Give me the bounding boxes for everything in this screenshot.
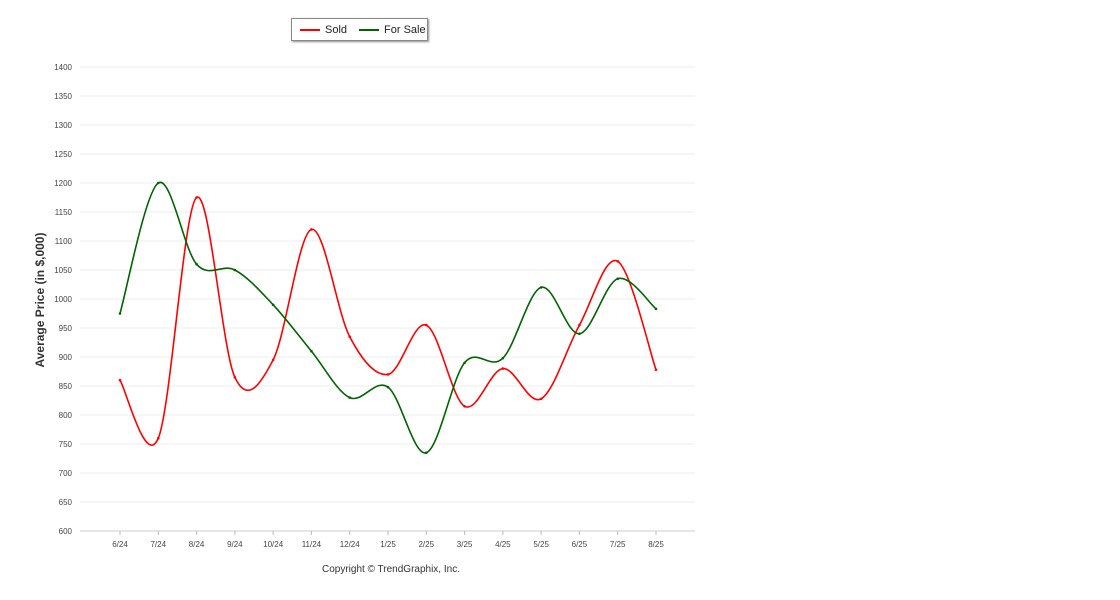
x-tick-label: 11/24 <box>302 540 322 549</box>
data-point-sold[interactable] <box>501 367 505 370</box>
x-tick-label: 7/25 <box>610 540 626 549</box>
y-tick-label: 800 <box>59 411 73 420</box>
y-tick-label: 1250 <box>54 150 72 159</box>
data-point-for-sale[interactable] <box>348 396 352 399</box>
x-tick-label: 8/25 <box>648 540 664 549</box>
data-point-sold[interactable] <box>233 376 237 379</box>
series-line-for-sale <box>119 181 657 454</box>
copyright-text: Copyright © TrendGraphix, Inc. <box>322 564 460 575</box>
x-tick-label: 3/25 <box>457 540 473 549</box>
x-tick-label: 6/25 <box>572 540 588 549</box>
data-point-sold[interactable] <box>424 323 428 327</box>
x-tick-label: 8/24 <box>189 540 205 549</box>
data-point-sold[interactable] <box>386 373 390 376</box>
data-point-sold[interactable] <box>616 260 620 263</box>
y-tick-label: 950 <box>59 324 73 333</box>
data-point-sold[interactable] <box>195 196 198 199</box>
y-tick-label: 750 <box>59 440 73 449</box>
data-point-sold[interactable] <box>156 436 160 440</box>
data-point-for-sale[interactable] <box>271 303 275 307</box>
data-point-for-sale[interactable] <box>578 332 581 336</box>
x-tick-label: 7/24 <box>150 540 166 549</box>
y-tick-label: 1350 <box>54 92 72 101</box>
y-tick-label: 1050 <box>54 266 72 275</box>
y-axis-ticks: 600 650 700 750 800 850 900 950 1000 1050 1100 1150… <box>54 63 72 536</box>
data-point-for-sale[interactable] <box>233 268 237 272</box>
y-tick-label: 650 <box>59 498 73 507</box>
x-tick-label: 5/25 <box>533 540 549 549</box>
data-point-for-sale[interactable] <box>156 181 160 185</box>
y-tick-label: 850 <box>59 382 73 391</box>
x-tick-label: 4/25 <box>495 540 511 549</box>
data-point-for-sale[interactable] <box>654 307 658 311</box>
x-tick-label: 1/25 <box>380 540 396 549</box>
data-point-sold[interactable] <box>654 368 658 372</box>
data-point-for-sale[interactable] <box>386 385 390 389</box>
y-tick-label: 1100 <box>55 237 73 246</box>
x-tick-label: 9/24 <box>227 540 243 549</box>
y-tick-label: 900 <box>59 353 73 362</box>
data-point-for-sale[interactable] <box>424 451 428 455</box>
legend-label-sold: Sold <box>325 23 348 36</box>
y-tick-label: 1000 <box>54 295 72 304</box>
data-point-sold[interactable] <box>578 323 581 327</box>
data-point-sold[interactable] <box>348 335 352 339</box>
data-point-sold[interactable] <box>463 405 466 408</box>
sold-swatch <box>300 28 320 31</box>
data-point-for-sale[interactable] <box>463 361 466 365</box>
y-tick-label: 1400 <box>54 63 72 72</box>
data-point-sold[interactable] <box>310 228 313 231</box>
y-tick-label: 1150 <box>55 208 73 217</box>
for-sale-swatch <box>359 28 380 31</box>
legend-item-sold[interactable]: Sold <box>300 24 347 36</box>
x-tick-label: 6/24 <box>112 540 128 549</box>
data-point-for-sale[interactable] <box>195 262 198 266</box>
data-point-sold[interactable] <box>118 378 122 382</box>
y-tick-label: 700 <box>59 469 73 478</box>
data-point-sold[interactable] <box>539 397 543 401</box>
x-tick-label: 2/25 <box>418 540 434 549</box>
y-tick-label: 600 <box>59 527 73 536</box>
series-line-sold <box>119 196 657 446</box>
y-tick-label: 1200 <box>54 179 72 188</box>
y-axis-label: Average Price (in $,000) <box>33 232 47 368</box>
data-point-sold[interactable] <box>271 358 275 362</box>
data-point-for-sale[interactable] <box>118 312 122 315</box>
y-tick-label: 1300 <box>54 121 72 130</box>
data-point-for-sale[interactable] <box>616 277 620 281</box>
data-point-for-sale[interactable] <box>501 356 505 360</box>
x-tick-label: 12/24 <box>340 540 361 549</box>
data-point-for-sale[interactable] <box>310 349 313 353</box>
x-axis-ticks: 6/24 7/24 8/24 9/24 10/24 11/24 12/24 1/25 2/25 3… <box>112 531 664 549</box>
legend[interactable]: Sold For Sale <box>291 18 428 41</box>
x-tick-label: 10/24 <box>263 540 284 549</box>
data-point-for-sale[interactable] <box>539 286 543 289</box>
legend-label-for-sale: For Sale <box>384 23 426 36</box>
legend-item-for-sale[interactable]: For Sale <box>359 24 426 36</box>
series-lines <box>118 181 658 455</box>
